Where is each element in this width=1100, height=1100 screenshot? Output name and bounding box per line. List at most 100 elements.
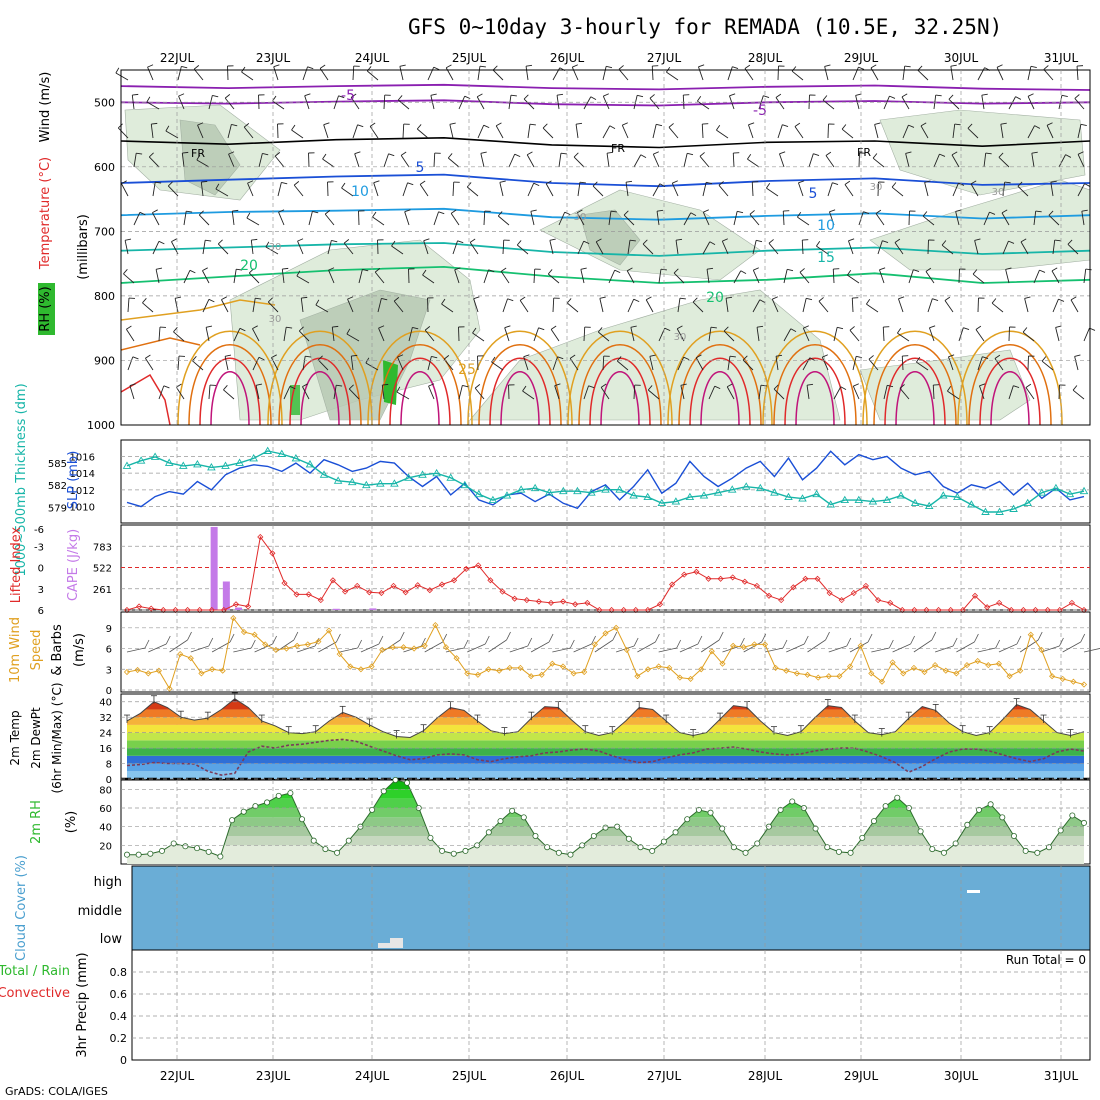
wind-barb (1033, 210, 1042, 226)
thickness-point (713, 488, 723, 496)
wind-speed-point (995, 660, 1002, 667)
li-point (778, 597, 785, 604)
li-point (693, 568, 700, 575)
wind-barb (844, 180, 854, 197)
wind-speed-point (1027, 631, 1034, 638)
wind-speed-line (126, 616, 1085, 690)
warm-contour (862, 330, 968, 426)
thickness-point (235, 458, 244, 466)
upper-air-panel (120, 69, 1091, 426)
wind-barb (977, 67, 991, 81)
li-point (656, 601, 664, 608)
wind-speed-point (549, 660, 556, 667)
wind-barb (1050, 180, 1057, 197)
temp-band (127, 755, 1084, 764)
wind-speed-point (347, 663, 354, 670)
rh-point (940, 849, 947, 856)
wind-barb (274, 151, 285, 168)
wind-barb (399, 64, 406, 81)
wind-barb (144, 354, 154, 371)
wind-barb (773, 384, 785, 400)
warm-contour (762, 330, 868, 426)
wind-barb (683, 152, 694, 168)
wind-barb (523, 354, 530, 371)
wind-barb (818, 297, 829, 313)
wind-barb (732, 152, 740, 168)
rh-point (520, 814, 527, 821)
temp-band (127, 724, 1084, 733)
li-point (354, 582, 361, 589)
wind-barb (198, 210, 210, 226)
wind-speed-point (421, 642, 428, 649)
wind-barb (816, 240, 829, 255)
wind-barb (452, 181, 460, 197)
wind-barb (552, 356, 564, 371)
warm-contour (600, 371, 640, 426)
wind-barb (522, 385, 535, 400)
surface-wind-barb (871, 639, 894, 653)
li-point (729, 574, 736, 581)
wind-barb (258, 152, 269, 168)
wind-barb (302, 383, 310, 400)
wind-barb (366, 66, 379, 81)
wind-barb (533, 268, 541, 284)
li-point (305, 591, 312, 598)
rh-point (229, 817, 236, 824)
thickness-point (544, 488, 554, 496)
axis-label-wind-c: & Barbs (50, 624, 65, 676)
wind-speed-point (644, 666, 652, 673)
rh-high-area (383, 360, 398, 405)
wind-barb (899, 384, 910, 400)
rh-point (275, 792, 282, 799)
rh-point (462, 847, 469, 854)
wind-barb (333, 384, 343, 400)
li-point (245, 603, 252, 610)
wind-barb (1020, 238, 1029, 255)
thickness-point (559, 486, 568, 495)
wind-barb (1067, 239, 1079, 255)
date-label-top: 31JUL (1044, 51, 1079, 65)
wind-barb (383, 153, 395, 168)
wind-barb (147, 64, 154, 81)
wind-barb (480, 151, 487, 168)
wind-barb (806, 383, 814, 400)
temp-band (127, 771, 1084, 779)
surface-wind-barb (573, 635, 596, 653)
wind-speed-point (655, 663, 662, 670)
surface-wind-barb (509, 637, 533, 653)
wind-speed-point (751, 641, 758, 648)
wind-barb (794, 122, 804, 139)
wind-barb (324, 209, 335, 226)
wind-barb (771, 296, 779, 313)
wind-barb (378, 325, 385, 342)
wind-barb (848, 238, 855, 255)
wind-barb (958, 327, 970, 342)
wind-barb (623, 210, 635, 226)
cloud-cover-area (132, 866, 1090, 950)
thickness-point (756, 483, 765, 492)
rh-point (684, 816, 691, 823)
rh-point (404, 779, 411, 786)
rh-point (555, 849, 562, 856)
thickness-point (164, 458, 174, 466)
rh-tick: 80 (99, 785, 112, 796)
li-point (1068, 599, 1075, 606)
wind-barb (752, 299, 766, 313)
wind-barb (645, 296, 654, 313)
wind-barb (1000, 122, 1007, 139)
wind-barb (148, 152, 160, 168)
wind-speed-point (379, 646, 386, 653)
thickness-point (418, 470, 427, 478)
wind-barb (633, 154, 647, 168)
rh-point (567, 851, 574, 858)
rh-point (194, 845, 201, 852)
wind-barb (427, 66, 440, 81)
cape-tick: 783 (93, 542, 112, 553)
wind-barb (723, 326, 735, 342)
li-point (366, 589, 373, 596)
wind-barb (125, 325, 135, 342)
temp-band (127, 732, 1084, 741)
li-tick: 6 (38, 606, 44, 617)
wind-barb (171, 238, 179, 255)
wind-barb (917, 65, 929, 81)
